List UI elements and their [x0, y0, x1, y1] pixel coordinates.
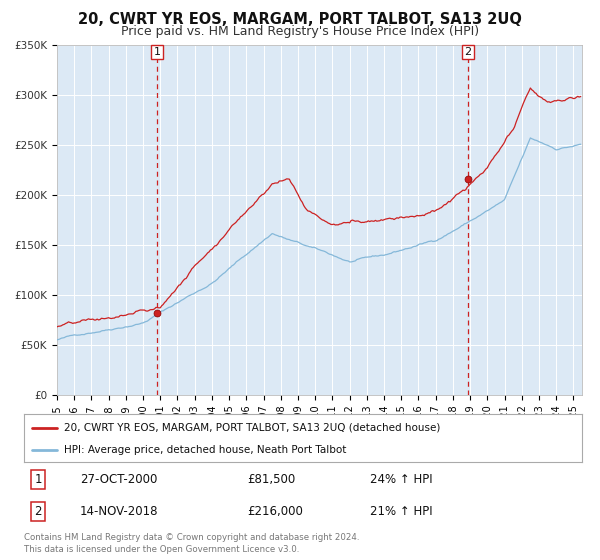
- Text: HPI: Average price, detached house, Neath Port Talbot: HPI: Average price, detached house, Neat…: [64, 445, 347, 455]
- Text: 14-NOV-2018: 14-NOV-2018: [80, 505, 158, 517]
- Text: Price paid vs. HM Land Registry's House Price Index (HPI): Price paid vs. HM Land Registry's House …: [121, 25, 479, 38]
- Text: 27-OCT-2000: 27-OCT-2000: [80, 473, 157, 486]
- Text: 1: 1: [154, 47, 161, 57]
- Text: Contains HM Land Registry data © Crown copyright and database right 2024.
This d: Contains HM Land Registry data © Crown c…: [24, 533, 359, 554]
- Text: 24% ↑ HPI: 24% ↑ HPI: [370, 473, 433, 486]
- Text: 21% ↑ HPI: 21% ↑ HPI: [370, 505, 433, 517]
- Text: 20, CWRT YR EOS, MARGAM, PORT TALBOT, SA13 2UQ (detached house): 20, CWRT YR EOS, MARGAM, PORT TALBOT, SA…: [64, 423, 440, 433]
- Text: 1: 1: [34, 473, 42, 486]
- Text: 20, CWRT YR EOS, MARGAM, PORT TALBOT, SA13 2UQ: 20, CWRT YR EOS, MARGAM, PORT TALBOT, SA…: [78, 12, 522, 27]
- Text: £216,000: £216,000: [247, 505, 303, 517]
- Text: 2: 2: [464, 47, 472, 57]
- Text: £81,500: £81,500: [247, 473, 295, 486]
- Text: 2: 2: [34, 505, 42, 517]
